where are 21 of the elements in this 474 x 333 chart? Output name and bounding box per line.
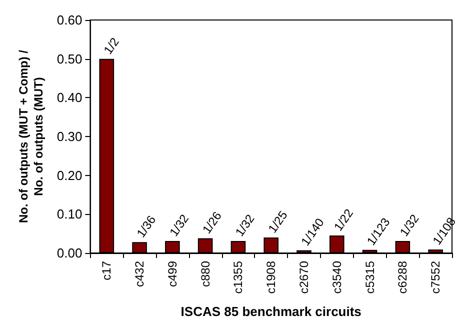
y-tick-label: 0.50 [56,51,82,66]
x-tick-label: c17 [100,260,114,280]
x-tick-label: c2670 [296,260,311,294]
data-label: 1/2 [100,34,122,57]
y-tick-label: 0.10 [56,206,82,222]
x-tick-label: c1355 [231,260,246,294]
y-tick-label: 0.00 [56,246,82,260]
y-tick-label: 0.30 [56,129,82,144]
x-tick-label: c432 [132,260,147,288]
x-axis-title: ISCAS 85 benchmark circuits [180,304,362,319]
y-tick-label: 0.20 [56,168,82,183]
x-tick-label: c7552 [428,260,443,294]
x-tick-label: c3540 [330,260,344,294]
y-axis-title: No. of outputs (MUT + Comp) / No. of outputs (MUT) [16,49,46,223]
x-tick-label: c1908 [264,260,278,294]
y-tick-label: 0.40 [56,90,82,106]
x-tick-label: c880 [198,260,212,288]
x-tick-label: c5315 [362,260,377,294]
x-tick-label: c6288 [396,260,410,294]
y-tick-label: 0.60 [56,12,82,28]
x-tick-label: c499 [165,260,180,288]
